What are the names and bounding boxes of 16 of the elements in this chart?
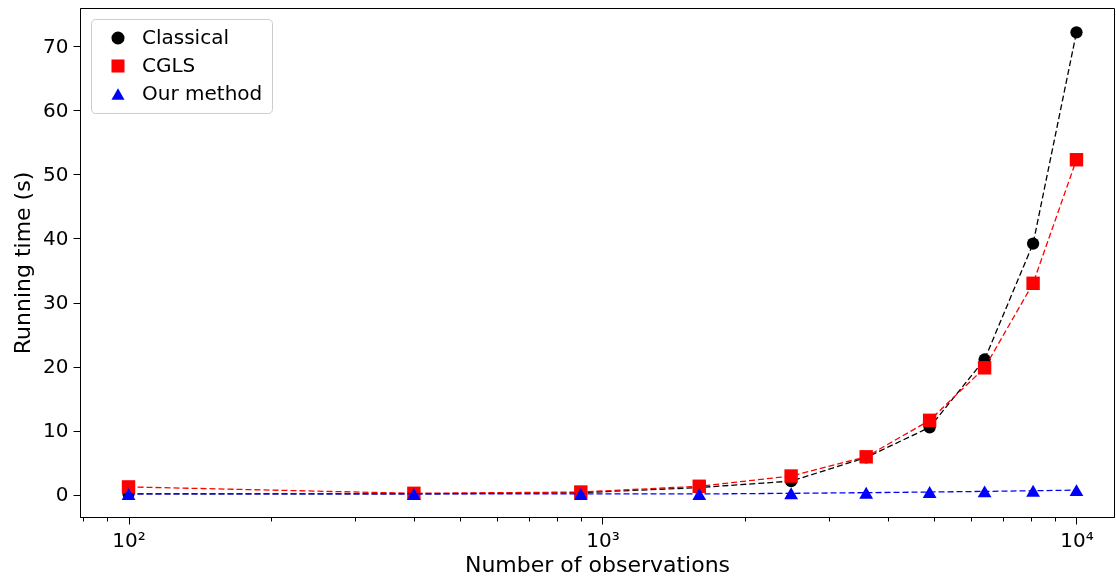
legend-label: CGLS xyxy=(142,53,196,77)
x-tick-label: 10⁴ xyxy=(1060,527,1094,552)
y-tick-label: 40 xyxy=(43,225,69,250)
y-tick-label: 60 xyxy=(43,97,69,122)
y-tick-label: 0 xyxy=(55,482,69,507)
legend-label: Classical xyxy=(142,25,229,49)
y-tick-label: 10 xyxy=(43,418,69,443)
y-tick-label: 20 xyxy=(43,354,69,379)
x-tick-label: 10³ xyxy=(586,527,620,552)
x-tick-label: 10² xyxy=(112,527,146,552)
y-tick-label: 70 xyxy=(43,33,69,58)
y-tick-label: 50 xyxy=(43,161,69,186)
y-axis-title: Running time (s) xyxy=(10,171,36,355)
y-tick-label: 30 xyxy=(43,290,69,315)
legend-label: Our method xyxy=(142,81,263,105)
x-axis-title: Number of observations xyxy=(464,551,731,577)
